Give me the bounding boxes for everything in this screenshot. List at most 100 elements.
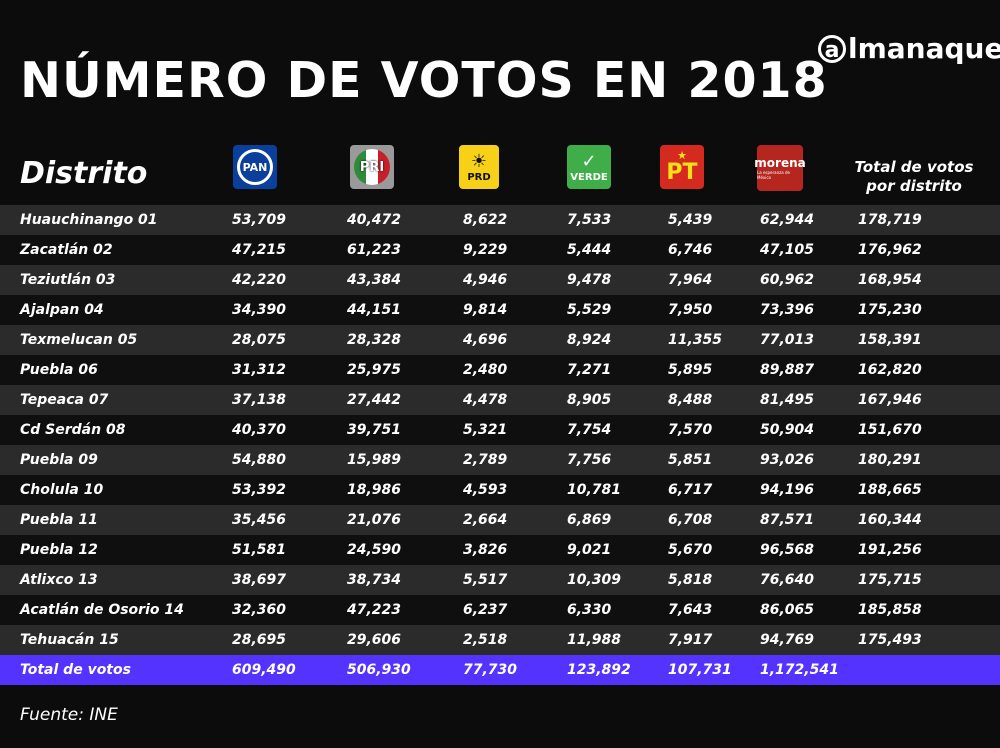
pan-cell: 32,360 bbox=[232, 602, 287, 618]
morena-cell: 86,065 bbox=[760, 602, 815, 618]
district-total-cell: 176,962 bbox=[858, 242, 922, 258]
pri-cell: 39,751 bbox=[347, 422, 402, 438]
pan-cell: 53,709 bbox=[232, 212, 287, 228]
district-total-cell: 168,954 bbox=[858, 272, 922, 288]
pt-cell: 11,355 bbox=[668, 332, 723, 348]
district-cell: Zacatlán 02 bbox=[20, 242, 113, 258]
pan-cell: 28,075 bbox=[232, 332, 287, 348]
morena-cell: 50,904 bbox=[760, 422, 815, 438]
pri-cell: 18,986 bbox=[347, 482, 402, 498]
district-cell: Cholula 10 bbox=[20, 482, 104, 498]
district-total-cell: 175,493 bbox=[858, 632, 922, 648]
sun-icon: ☀ bbox=[470, 150, 488, 172]
morena-cell: 96,568 bbox=[760, 542, 815, 558]
pan-cell: 35,456 bbox=[232, 512, 287, 528]
verde-cell: 10,781 bbox=[567, 482, 622, 498]
district-total-cell: 167,946 bbox=[858, 392, 922, 408]
prd-cell: 4,478 bbox=[463, 392, 508, 408]
pt-cell: 107,731 bbox=[668, 662, 732, 678]
pan-cell: 34,390 bbox=[232, 302, 287, 318]
prd-cell: 9,229 bbox=[463, 242, 508, 258]
district-cell: Teziutlán 03 bbox=[20, 272, 116, 288]
verde-cell: 7,533 bbox=[567, 212, 612, 228]
pt-cell: 7,964 bbox=[668, 272, 713, 288]
pt-cell: 5,851 bbox=[668, 452, 713, 468]
district-total-cell: 162,820 bbox=[858, 362, 922, 378]
morena-cell: 76,640 bbox=[760, 572, 815, 588]
verde-cell: 123,892 bbox=[567, 662, 631, 678]
district-total-cell: 151,670 bbox=[858, 422, 922, 438]
table-row: Texmelucan 05 28,075 28,328 4,696 8,924 11,35… bbox=[0, 325, 1000, 355]
morena-cell: 87,571 bbox=[760, 512, 815, 528]
district-total-cell: 158,391 bbox=[858, 332, 922, 348]
brand-name: lmanaque bbox=[848, 32, 1000, 65]
pt-cell: 6,717 bbox=[668, 482, 713, 498]
brand-at-symbol: a bbox=[818, 34, 846, 63]
morena-cell: 47,105 bbox=[760, 242, 815, 258]
district-total-cell: 180,291 bbox=[858, 452, 922, 468]
pt-cell: 6,708 bbox=[668, 512, 713, 528]
pt-cell: 5,670 bbox=[668, 542, 713, 558]
pri-cell: 61,223 bbox=[347, 242, 402, 258]
district-header: Distrito bbox=[20, 156, 148, 191]
district-total-cell: 185,858 bbox=[858, 602, 922, 618]
prd-cell: 4,946 bbox=[463, 272, 508, 288]
district-cell: Ajalpan 04 bbox=[20, 302, 104, 318]
verde-cell: 5,529 bbox=[567, 302, 612, 318]
pan-cell: 37,138 bbox=[232, 392, 287, 408]
district-total-cell: 178,719 bbox=[858, 212, 922, 228]
prd-cell: 2,789 bbox=[463, 452, 508, 468]
pan-cell: 51,581 bbox=[232, 542, 287, 558]
verde-cell: 9,478 bbox=[567, 272, 612, 288]
pan-cell: 609,490 bbox=[232, 662, 296, 678]
table-row: Puebla 09 54,880 15,989 2,789 7,756 5,851 93,0… bbox=[0, 445, 1000, 475]
pri-cell: 29,606 bbox=[347, 632, 402, 648]
pan-cell: 31,312 bbox=[232, 362, 287, 378]
table-row: Zacatlán 02 47,215 61,223 9,229 5,444 6,746 47… bbox=[0, 235, 1000, 265]
table-row: Cd Serdán 08 40,370 39,751 5,321 7,754 7,570 5… bbox=[0, 415, 1000, 445]
district-cell: Atlixco 13 bbox=[20, 572, 98, 588]
table-row: Cholula 10 53,392 18,986 4,593 10,781 6,717 94… bbox=[0, 475, 1000, 505]
pt-cell: 5,818 bbox=[668, 572, 713, 588]
pri-logo-icon: PRI bbox=[350, 145, 394, 189]
pan-logo-icon: PAN bbox=[233, 145, 277, 189]
district-cell: Tehuacán 15 bbox=[20, 632, 119, 648]
district-total-cell: 160,344 bbox=[858, 512, 922, 528]
district-total-cell: 175,230 bbox=[858, 302, 922, 318]
prd-cell: 5,517 bbox=[463, 572, 508, 588]
morena-cell: 81,495 bbox=[760, 392, 815, 408]
prd-cell: 9,814 bbox=[463, 302, 508, 318]
morena-cell: 1,172,541 bbox=[760, 662, 839, 678]
pan-cell: 40,370 bbox=[232, 422, 287, 438]
total-row: Total de votos 609,490 506,930 77,730 123,89… bbox=[0, 655, 1000, 685]
votes-table: Huauchinango 01 53,709 40,472 8,622 7,533 5,4… bbox=[0, 205, 1000, 685]
verde-cell: 7,754 bbox=[567, 422, 612, 438]
table-row: Ajalpan 04 34,390 44,151 9,814 5,529 7,950 73,… bbox=[0, 295, 1000, 325]
table-row: Teziutlán 03 42,220 43,384 4,946 9,478 7,964 6… bbox=[0, 265, 1000, 295]
pt-cell: 7,643 bbox=[668, 602, 713, 618]
prd-logo-text: PRD bbox=[467, 171, 491, 183]
pri-cell: 27,442 bbox=[347, 392, 402, 408]
pan-cell: 47,215 bbox=[232, 242, 287, 258]
verde-cell: 8,905 bbox=[567, 392, 612, 408]
table-row: Puebla 06 31,312 25,975 2,480 7,271 5,895 89,8… bbox=[0, 355, 1000, 385]
prd-cell: 4,696 bbox=[463, 332, 508, 348]
prd-cell: 2,480 bbox=[463, 362, 508, 378]
table-row: Puebla 12 51,581 24,590 3,826 9,021 5,670 96,5… bbox=[0, 535, 1000, 565]
district-cell: Total de votos bbox=[20, 662, 131, 678]
morena-cell: 94,769 bbox=[760, 632, 815, 648]
pan-cell: 28,695 bbox=[232, 632, 287, 648]
page-title: NÚMERO DE VOTOS EN 2018 bbox=[20, 52, 828, 109]
prd-cell: 5,321 bbox=[463, 422, 508, 438]
morena-logo-subtitle: La esperanza de México bbox=[757, 170, 790, 180]
pt-cell: 7,917 bbox=[668, 632, 713, 648]
morena-logo-text: morena bbox=[754, 156, 806, 170]
source-note: Fuente: INE bbox=[20, 705, 118, 725]
pt-cell: 7,950 bbox=[668, 302, 713, 318]
verde-cell: 11,988 bbox=[567, 632, 622, 648]
morena-cell: 62,944 bbox=[760, 212, 815, 228]
verde-cell: 7,271 bbox=[567, 362, 612, 378]
verde-cell: 6,869 bbox=[567, 512, 612, 528]
toucan-v-icon: ✓ bbox=[581, 150, 597, 172]
verde-logo-text: VERDE bbox=[570, 171, 608, 183]
